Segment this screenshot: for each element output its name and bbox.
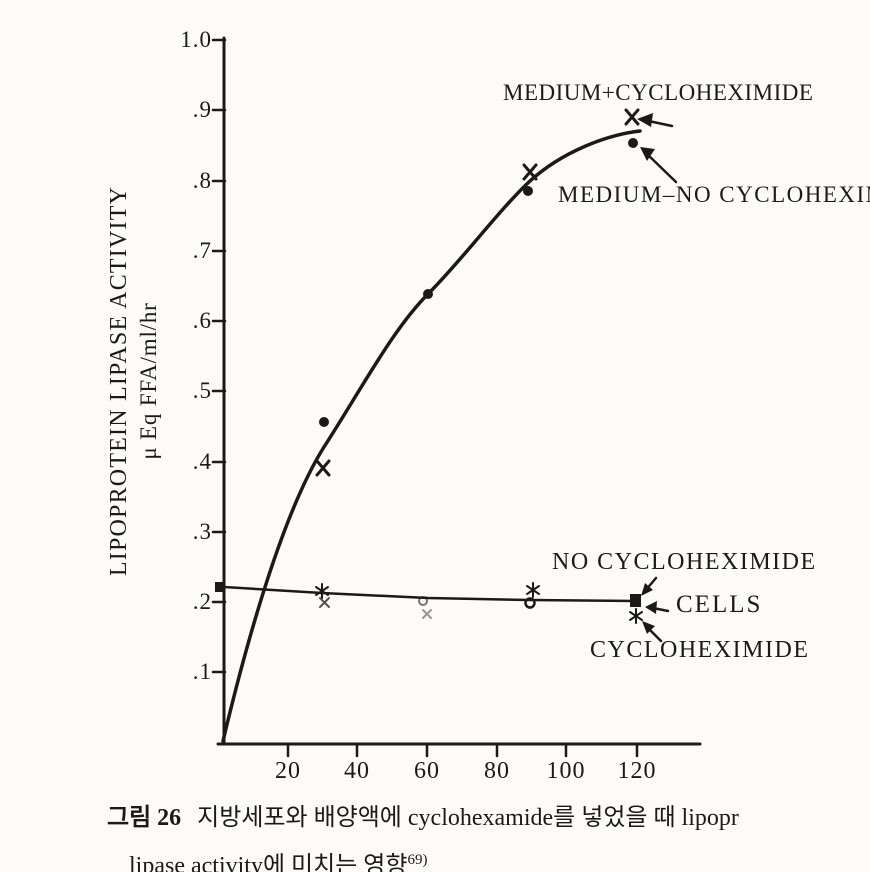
circle-marker — [418, 596, 428, 606]
annotation-no-cycloheximide: NO CYCLOHEXIMIDE — [552, 549, 817, 575]
arrow-head — [641, 583, 653, 596]
annotation-medium-plus-cycloheximide: MEDIUM+CYCLOHEXIMIDE — [503, 80, 814, 105]
medium-plus-x-markers — [315, 108, 640, 477]
arrow-heads — [637, 113, 657, 634]
caption-line1: 그림 26 지방세포와 배양액에 cyclohexamide를 넣었을 때 lip… — [107, 797, 870, 839]
figure-number: 그림 26 — [107, 805, 182, 831]
annotation-cells: CELLS — [676, 591, 763, 618]
y-tick-label: .1 — [192, 659, 212, 684]
x-tick-label: 20 — [275, 758, 301, 784]
annotation-cycloheximide: CYCLOHEXIMIDE — [590, 637, 810, 663]
y-tick-label: .2 — [192, 589, 212, 614]
y-tick-marks — [211, 38, 227, 674]
asterisk-marker — [629, 608, 643, 624]
dot-marker — [423, 289, 433, 299]
arrow-head — [642, 621, 655, 634]
x-marker — [315, 459, 331, 477]
x-tick-marks — [286, 742, 639, 758]
asterisk-marker — [315, 583, 329, 599]
y-tick-label: .8 — [192, 168, 212, 193]
y-axis-title-line1: LIPOPROTEIN LIPASE ACTIVITY — [106, 185, 132, 577]
cells-x-markers — [319, 597, 432, 619]
asterisk-marker — [526, 582, 540, 598]
square-marker — [215, 582, 224, 592]
annotation-medium-no-cycloheximide: MEDIUM–NO CYCLOHEXIM — [558, 182, 870, 207]
x-tick-label: 120 — [617, 758, 657, 784]
x-tick-label: 100 — [546, 758, 586, 784]
x-tick-label: 80 — [484, 758, 510, 784]
dot-marker — [523, 186, 533, 196]
caption-line2: lipase activity에 미치는 영향69) — [129, 839, 870, 872]
x-marker-small — [319, 597, 330, 608]
arrow-medium-no — [644, 151, 678, 184]
circle-marker — [524, 597, 536, 609]
caption-text-line1: 지방세포와 배양액에 cyclohexamide를 넣었을 때 lipopr — [197, 805, 739, 831]
arrow-head — [637, 113, 653, 127]
figure-caption: 그림 26 지방세포와 배양액에 cyclohexamide를 넣었을 때 lip… — [107, 797, 870, 872]
y-tick-label: .5 — [192, 378, 212, 403]
x-marker-small — [422, 609, 432, 619]
x-marker — [522, 163, 538, 181]
arrow-head — [640, 147, 655, 161]
y-tick-label: .4 — [192, 449, 212, 474]
cells-line — [222, 585, 638, 603]
y-tick-label: 1.0 — [180, 27, 212, 52]
y-tick-label: .6 — [192, 308, 212, 333]
y-axis-title: LIPOPROTEIN LIPASE ACTIVITY μ Eq FFA/ml/… — [104, 166, 166, 596]
dot-marker — [628, 138, 638, 148]
y-axis-title-line2: μ Eq FFA/ml/hr — [136, 302, 161, 460]
x-tick-label: 40 — [344, 758, 370, 784]
y-tick-label: .3 — [192, 519, 212, 544]
arrow-head — [645, 601, 657, 614]
dot-marker — [319, 417, 329, 427]
x-tick-label: 60 — [414, 758, 440, 784]
y-tick-label: .9 — [192, 97, 212, 122]
square-marker — [630, 594, 641, 607]
caption-text-line2: lipase activity에 미치는 영향 — [129, 853, 408, 872]
y-tick-label: .7 — [192, 238, 212, 263]
x-marker — [624, 108, 640, 126]
asterisk-markers — [315, 582, 643, 624]
caption-reference: 69) — [407, 852, 428, 868]
medium-no-dot-markers — [319, 138, 638, 427]
medium-curve — [221, 129, 642, 743]
